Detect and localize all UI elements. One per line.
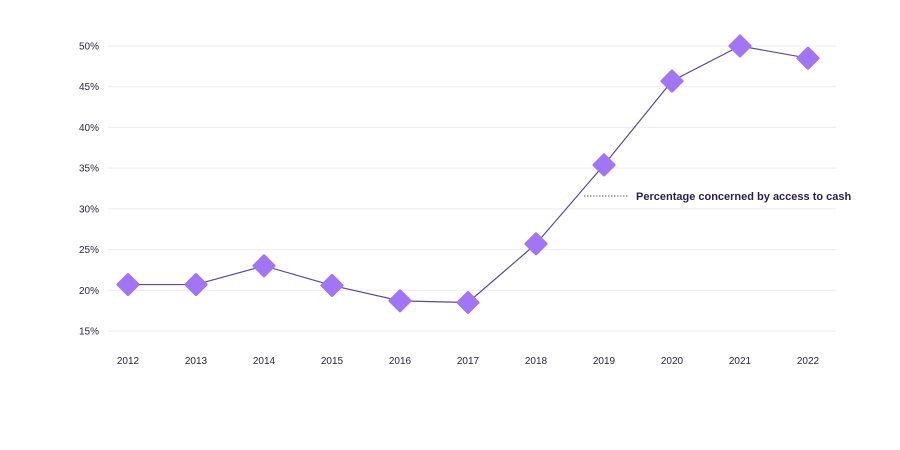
data-point-marker <box>660 69 684 93</box>
x-tick-label: 2016 <box>389 356 412 367</box>
y-tick-label: 15% <box>79 327 99 338</box>
x-tick-label: 2021 <box>729 356 752 367</box>
x-tick-label: 2013 <box>185 356 208 367</box>
series-line <box>128 45 809 304</box>
data-point-marker <box>388 289 412 313</box>
data-point-marker <box>320 273 344 297</box>
data-point-marker <box>728 34 752 58</box>
y-axis: 15% 20% 25% 30% 35% 40% 45% 50% <box>79 42 99 338</box>
x-tick-label: 2015 <box>321 356 344 367</box>
y-tick-label: 25% <box>79 245 99 256</box>
y-tick-label: 40% <box>79 123 99 134</box>
data-point-marker <box>592 153 616 177</box>
y-tick-label: 45% <box>79 82 99 93</box>
x-tick-label: 2019 <box>593 356 616 367</box>
data-point-marker <box>456 291 480 314</box>
series-group <box>116 34 820 314</box>
x-tick-label: 2022 <box>797 356 820 367</box>
annotation-label: Percentage concerned by access to cash <box>636 191 851 203</box>
y-tick-label: 30% <box>79 204 99 215</box>
x-tick-label: 2020 <box>661 356 684 367</box>
x-tick-label: 2017 <box>457 356 480 367</box>
y-tick-label: 20% <box>79 286 99 297</box>
y-tick-label: 50% <box>79 42 99 53</box>
x-tick-label: 2012 <box>117 356 140 367</box>
series-annotation: Percentage concerned by access to cash <box>584 191 851 203</box>
y-tick-label: 35% <box>79 164 99 175</box>
gridlines <box>108 45 836 332</box>
x-tick-label: 2014 <box>253 356 276 367</box>
data-point-marker <box>184 273 208 297</box>
x-tick-label: 2018 <box>525 356 548 367</box>
data-point-marker <box>116 273 140 297</box>
data-point-marker <box>252 254 276 278</box>
data-point-marker <box>524 232 548 256</box>
data-point-marker <box>796 46 820 70</box>
x-axis: 2012 2013 2014 2015 2016 2017 2018 2019 2020 2021… <box>117 356 820 367</box>
